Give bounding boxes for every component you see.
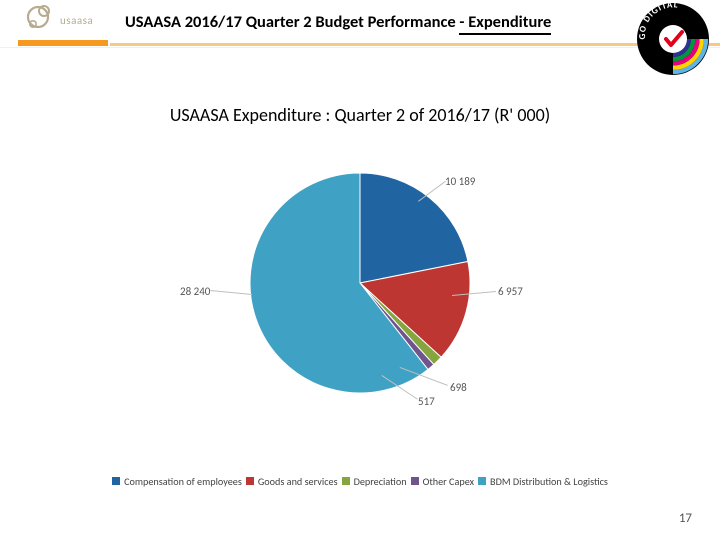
- legend-swatch: [411, 477, 419, 485]
- legend-label: Other Capex: [423, 475, 474, 488]
- legend-item: BDM Distribution & Logistics: [478, 475, 608, 488]
- chart-title: USAASA Expenditure : Quarter 2 of 2016/1…: [0, 104, 720, 126]
- page-title-prefix: USAASA 2016/17 Quarter 2 Budget Performa…: [125, 12, 459, 32]
- legend-item: Other Capex: [411, 475, 474, 488]
- logo: usaasa: [20, 2, 93, 38]
- legend-label: Goods and services: [258, 475, 338, 488]
- legend-swatch: [112, 477, 120, 485]
- legend-swatch: [342, 477, 350, 485]
- go-digital-badge: GO DIGITAL: [636, 2, 710, 76]
- callout-bdm: 28 240: [180, 285, 210, 298]
- page-number: 17: [679, 511, 692, 526]
- pie-chart: [240, 163, 480, 408]
- legend-swatch: [246, 477, 254, 485]
- callout-other-capex: 517: [418, 395, 435, 408]
- header-accent-line: [110, 43, 720, 46]
- callout-compensation: 10 189: [445, 175, 475, 188]
- legend-label: BDM Distribution & Logistics: [490, 475, 608, 488]
- legend-item: Compensation of employees: [112, 475, 242, 488]
- header: usaasa USAASA 2016/17 Quarter 2 Budget P…: [0, 0, 720, 48]
- callout-goods-services: 6 957: [498, 285, 523, 298]
- logo-text: usaasa: [60, 14, 93, 27]
- legend-item: Goods and services: [246, 475, 338, 488]
- legend-label: Compensation of employees: [124, 475, 242, 488]
- legend-item: Depreciation: [342, 475, 407, 488]
- legend: Compensation of employees Goods and servi…: [0, 475, 720, 489]
- page-title: USAASA 2016/17 Quarter 2 Budget Performa…: [125, 12, 551, 32]
- chart-area: 10 189 6 957 698 517 28 240: [0, 145, 720, 435]
- legend-swatch: [478, 477, 486, 485]
- callout-depreciation: 698: [450, 381, 467, 394]
- logo-swirl-icon: [20, 2, 56, 38]
- logo-strap: [18, 40, 108, 46]
- page-title-suffix: - Expenditure: [459, 12, 551, 35]
- legend-label: Depreciation: [354, 475, 407, 488]
